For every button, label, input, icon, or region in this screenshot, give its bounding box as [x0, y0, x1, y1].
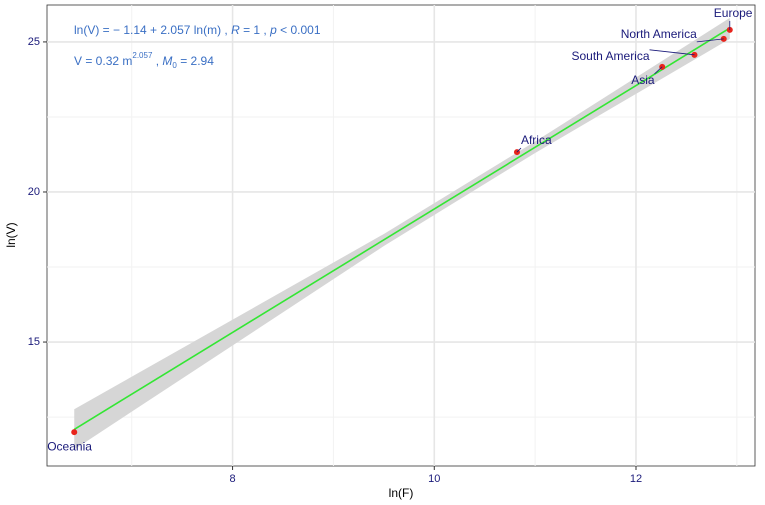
marks	[71, 17, 733, 450]
point-label: South America	[571, 49, 649, 63]
annotation-part: 0	[172, 61, 177, 70]
annotation-part: R	[231, 23, 240, 37]
leader-line	[696, 38, 724, 43]
x-tick-label: 10	[428, 473, 440, 485]
y-tick-label: 15	[28, 336, 40, 348]
annotation-part: = 2.94	[177, 54, 214, 68]
annotation-part: p	[269, 23, 277, 37]
x-tick-label: 12	[630, 473, 642, 485]
leader-line	[654, 66, 663, 75]
leader-line	[516, 147, 522, 153]
point-label: North America	[621, 27, 697, 41]
point-label: Africa	[521, 133, 552, 147]
y-tick-label: 20	[28, 186, 40, 198]
x-axis-title: ln(F)	[389, 486, 414, 500]
annotation-part: 2.057	[132, 51, 153, 60]
confidence-band	[74, 17, 730, 450]
annotation: V = 0.32 m2.057 , M0 = 2.94	[74, 51, 214, 70]
annotation-part: = 1 ,	[240, 23, 270, 37]
y-axis-title: ln(V)	[4, 222, 18, 247]
point-label: Asia	[631, 73, 655, 87]
point-label: Europe	[714, 6, 753, 20]
annotation-part: ln(V) = − 1.14 + 2.057 ln(m) ,	[74, 23, 231, 37]
annotation: ln(V) = − 1.14 + 2.057 ln(m) , R = 1 , p…	[74, 23, 321, 37]
point	[71, 429, 78, 436]
annotation-part: V = 0.32 m	[74, 54, 132, 68]
x-tick-label: 8	[230, 473, 236, 485]
leader-line	[649, 49, 695, 56]
annotation-part: ,	[152, 54, 162, 68]
y-tick-label: 25	[28, 36, 40, 48]
annotation-part: M	[162, 54, 172, 68]
annotation-part: < 0.001	[277, 23, 321, 37]
fit-line	[73, 27, 731, 431]
point-label: Oceania	[47, 439, 92, 453]
